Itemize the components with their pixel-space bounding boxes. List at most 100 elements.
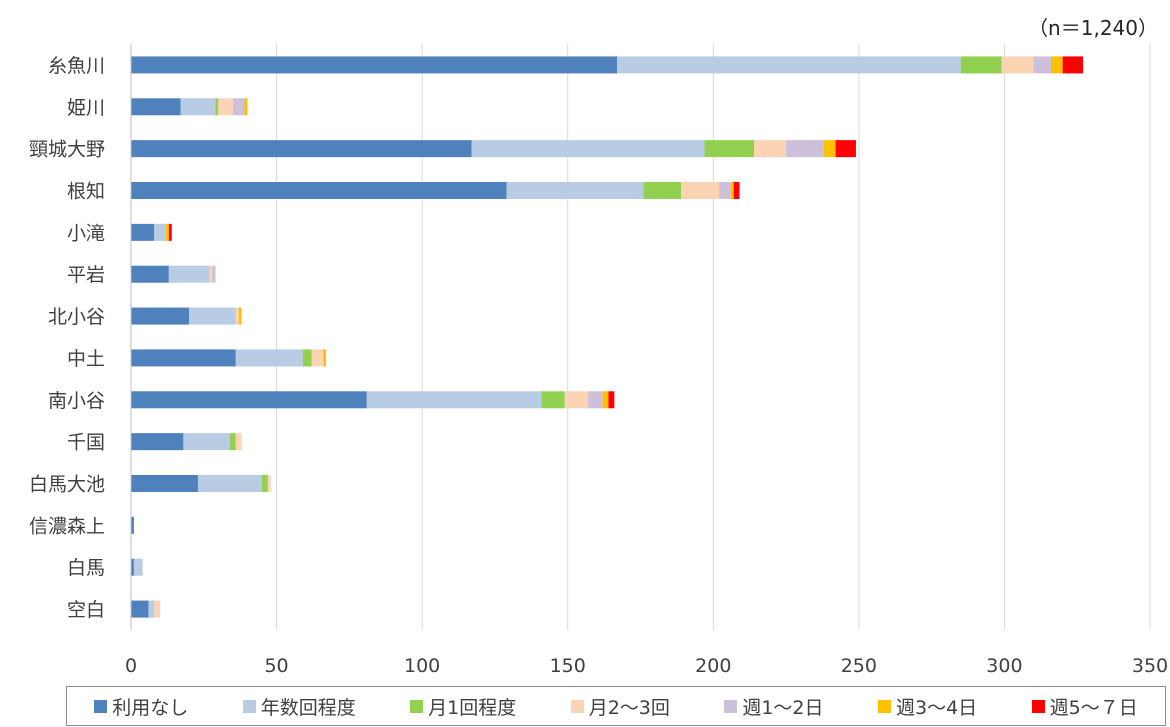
bar-segment [131,349,236,367]
bar-segment [506,182,644,199]
bar-segment [131,98,181,116]
bar-segment [588,391,603,409]
bar-segment [131,433,184,451]
bar-segment [835,140,856,158]
bar-segment [131,516,134,534]
bar-segment [719,182,731,199]
bar-segment [229,433,236,451]
bar-segment [541,391,565,409]
bar-segment [602,391,609,409]
legend-label: 利用なし [112,696,189,719]
bar-segment [180,98,216,116]
bar-segment [960,56,1002,74]
bar-segment [148,600,155,618]
bar-segment [1051,56,1063,74]
bar-segment [131,391,367,409]
category-label: 糸魚川 [48,55,105,77]
category-label: 小滝 [67,222,105,244]
legend-swatch [1031,699,1045,713]
x-tick-label: 150 [550,655,586,677]
legend-label: 週5～７日 [1049,696,1138,719]
category-label: 平岩 [67,264,105,286]
bar-segment [617,56,961,74]
legend-swatch [410,699,424,713]
bar-segment [730,182,734,199]
bar-segment [218,98,233,116]
legend-item: 利用なし [94,693,188,720]
category-label: 白馬 [67,557,105,579]
category-label: 姫川 [67,97,105,119]
legend-swatch [94,699,108,713]
bar-segment [209,265,213,283]
bar-segment [212,265,216,283]
category-label: 南小谷 [48,390,105,412]
bar-segment [262,475,268,492]
bar-segment [235,349,303,367]
bar-segment [183,433,230,451]
bar-segment [131,475,198,492]
legend-item: 月1回程度 [410,693,516,720]
category-label: 千国 [67,432,105,454]
bar-segment [197,475,263,492]
bar-segment [235,307,239,325]
bar-segment [235,433,242,451]
category-label: 根知 [67,181,105,203]
x-tick-label: 250 [841,655,877,677]
bar-segment [238,307,242,325]
legend-swatch [724,699,738,713]
bar-segment [564,391,589,409]
x-tick-label: 0 [125,655,137,677]
legend-label: 週3～4日 [895,696,978,719]
bar-segment [754,140,787,158]
bar-segment [131,56,618,74]
bar-segment [1001,56,1034,74]
bar-segment [154,600,161,618]
bar-segment [704,140,755,158]
bar-segment [244,98,248,116]
bar-segment [311,349,324,367]
category-label: 空白 [67,599,105,621]
bar-segment [168,223,172,241]
x-tick-labels: 0 50 100 150 200 250 300 350 [125,655,1168,677]
legend-label: 週1～2日 [742,696,824,719]
legend-item: 週1～2日 [724,693,824,720]
bar-segment [232,98,245,116]
legend-item: 週3～4日 [877,693,978,720]
bar-segment [131,600,149,618]
bar-segment [131,265,169,283]
legend: 利用なし 年数回程度 月1回程度 月2～3回 週1～2日 週3～4日 週5～７日 [66,686,1166,726]
legend-item: 週5～７日 [1031,693,1138,720]
bars [131,56,1084,618]
legend-label: 月1回程度 [428,696,517,719]
bar-segment [1062,56,1084,74]
bar-segment [786,140,824,158]
bar-segment [165,223,169,241]
bar-segment [733,182,740,199]
bar-segment [189,307,236,325]
bar-segment [131,223,155,241]
bar-segment [1033,56,1052,74]
x-tick-label: 200 [695,655,731,677]
bar-segment [131,182,507,199]
legend-swatch [242,699,256,713]
bar-segment [471,140,705,158]
bar-segment [133,558,143,576]
bar-segment [823,140,836,158]
sample-size-note: （n＝1,240） [1028,16,1158,40]
bar-segment [131,307,190,325]
category-label: 頸城大野 [29,139,105,161]
category-label: 白馬大池 [29,474,105,496]
bar-segment [215,98,219,116]
bar-segment [168,265,210,283]
grid-lines [276,44,1151,630]
category-label: 中土 [67,348,105,370]
bar-segment [131,140,472,158]
legend-swatch [877,699,891,713]
bar-segment [681,182,720,199]
legend-item: 年数回程度 [242,693,356,720]
x-tick-label: 100 [404,655,440,677]
legend-item: 月2～3回 [570,693,670,720]
legend-label: 月2～3回 [588,696,670,719]
legend-label: 年数回程度 [260,696,356,719]
